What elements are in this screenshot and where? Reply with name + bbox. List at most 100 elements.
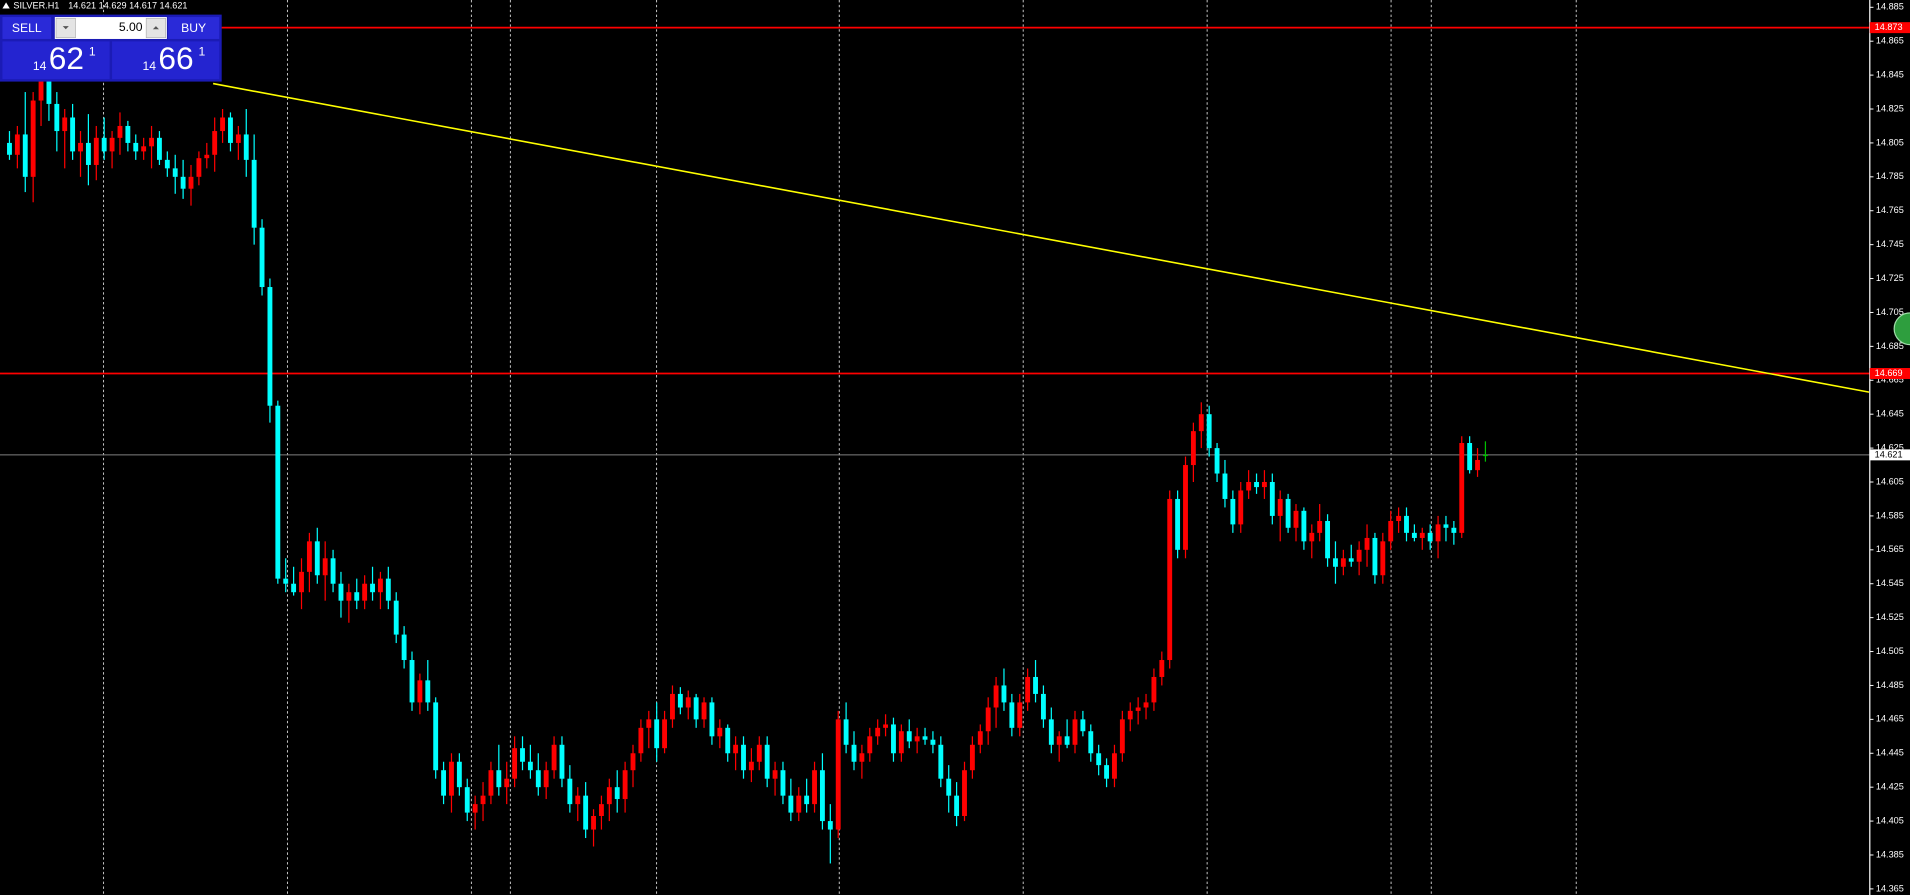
candle-body — [796, 795, 802, 813]
y-tick-label: 14.365 — [1876, 883, 1904, 893]
sell-button[interactable] — [2, 17, 52, 39]
candle-body — [433, 702, 439, 771]
candle-body — [180, 176, 186, 189]
candle-body — [583, 795, 589, 830]
candle-body — [1167, 498, 1173, 661]
y-tick-label: 14.725 — [1876, 273, 1904, 283]
y-tick-label: 14.485 — [1876, 680, 1904, 690]
candle-body — [188, 176, 194, 189]
candle-body — [409, 660, 415, 703]
candle-body — [1183, 465, 1188, 550]
candle-body — [362, 583, 368, 601]
candle-body — [54, 103, 60, 132]
y-tick-label: 14.385 — [1876, 849, 1904, 859]
ask-point: 1 — [199, 45, 206, 59]
y-tick-label: 14.585 — [1876, 510, 1904, 520]
candle-body — [1356, 549, 1362, 562]
candle-body — [1151, 676, 1157, 703]
candle-body — [527, 761, 533, 771]
candle-body — [1443, 524, 1449, 528]
candle-body — [133, 142, 139, 152]
candle-body — [1064, 736, 1070, 745]
y-tick-label: 14.685 — [1876, 341, 1904, 351]
candle-body — [843, 719, 849, 745]
y-tick-label: 14.545 — [1876, 578, 1904, 588]
candle-body — [622, 770, 628, 800]
y-tick-label: 14.425 — [1876, 782, 1904, 792]
candle-body — [670, 693, 675, 720]
candle-body — [1325, 520, 1331, 559]
candle-body — [891, 724, 896, 754]
candle-body — [1364, 537, 1370, 550]
candle-body — [993, 685, 999, 708]
candle-body — [480, 795, 486, 805]
candle-body — [875, 727, 881, 737]
candle-body — [883, 724, 889, 728]
candle-body — [496, 770, 502, 788]
candle-body — [14, 134, 20, 155]
lots-input[interactable] — [54, 17, 167, 39]
candle-body — [1096, 753, 1102, 766]
candle-body — [70, 117, 76, 152]
candle-body — [512, 748, 518, 779]
candle-body — [125, 125, 131, 143]
candle-body — [567, 778, 573, 805]
candle-body — [456, 761, 462, 788]
candle-body — [1214, 448, 1220, 474]
candle-body — [1009, 702, 1015, 728]
y-tick-label: 14.625 — [1876, 443, 1904, 453]
candle-body — [1340, 558, 1346, 567]
candle-body — [638, 727, 644, 754]
candle-body — [117, 125, 123, 138]
candle-body — [251, 159, 257, 228]
candle-body — [1317, 520, 1323, 533]
candle-body — [299, 571, 304, 593]
candle-body — [1388, 520, 1394, 542]
y-tick-label: 14.565 — [1876, 544, 1904, 554]
candle-body — [614, 787, 620, 800]
candle-body — [748, 761, 754, 771]
bid-box[interactable] — [2, 41, 110, 80]
y-tick-label: 14.865 — [1876, 36, 1904, 46]
alert-badge[interactable] — [1893, 312, 1910, 346]
y-tick-label: 14.445 — [1876, 748, 1904, 758]
candle-body — [1396, 515, 1402, 521]
ask-pips: 66 — [158, 40, 193, 76]
candle-body — [1104, 765, 1110, 779]
candle-body — [1238, 490, 1244, 525]
plot — [0, 26, 1870, 864]
candle-body — [835, 719, 841, 830]
candle-body — [93, 137, 99, 165]
y-tick-label: 14.505 — [1876, 646, 1904, 656]
y-tick-label: 14.605 — [1876, 476, 1904, 486]
price-tag-label: 14.669 — [1875, 368, 1903, 378]
collapse-icon[interactable] — [2, 2, 10, 9]
candle-body — [330, 558, 336, 584]
candle-body — [259, 227, 265, 288]
header: SILVER.H1 14.621 14.629 14.617 14.621 — [2, 0, 187, 10]
buy-button[interactable] — [168, 17, 220, 39]
candle-body — [898, 731, 904, 754]
candle-body — [819, 770, 825, 822]
y-tick-label: 14.765 — [1876, 205, 1904, 215]
candle-body — [204, 154, 210, 159]
candle-body — [520, 748, 525, 762]
candle-body — [314, 541, 320, 576]
buy-label: BUY — [181, 21, 206, 35]
candle-body — [709, 702, 715, 737]
candle-body — [7, 142, 12, 155]
candle-body — [30, 100, 36, 177]
bid-big-figure: 14 — [33, 59, 47, 73]
candle-body — [62, 117, 68, 132]
candle-body — [488, 770, 494, 796]
candle-body — [693, 697, 699, 720]
ask-box[interactable] — [112, 41, 220, 80]
candle-body — [1451, 527, 1457, 533]
y-tick-label: 14.745 — [1876, 239, 1904, 249]
y-tick-label: 14.705 — [1876, 307, 1904, 317]
candle-body — [906, 731, 912, 742]
candle-body — [1143, 702, 1149, 708]
y-tick-label: 14.825 — [1876, 103, 1904, 113]
